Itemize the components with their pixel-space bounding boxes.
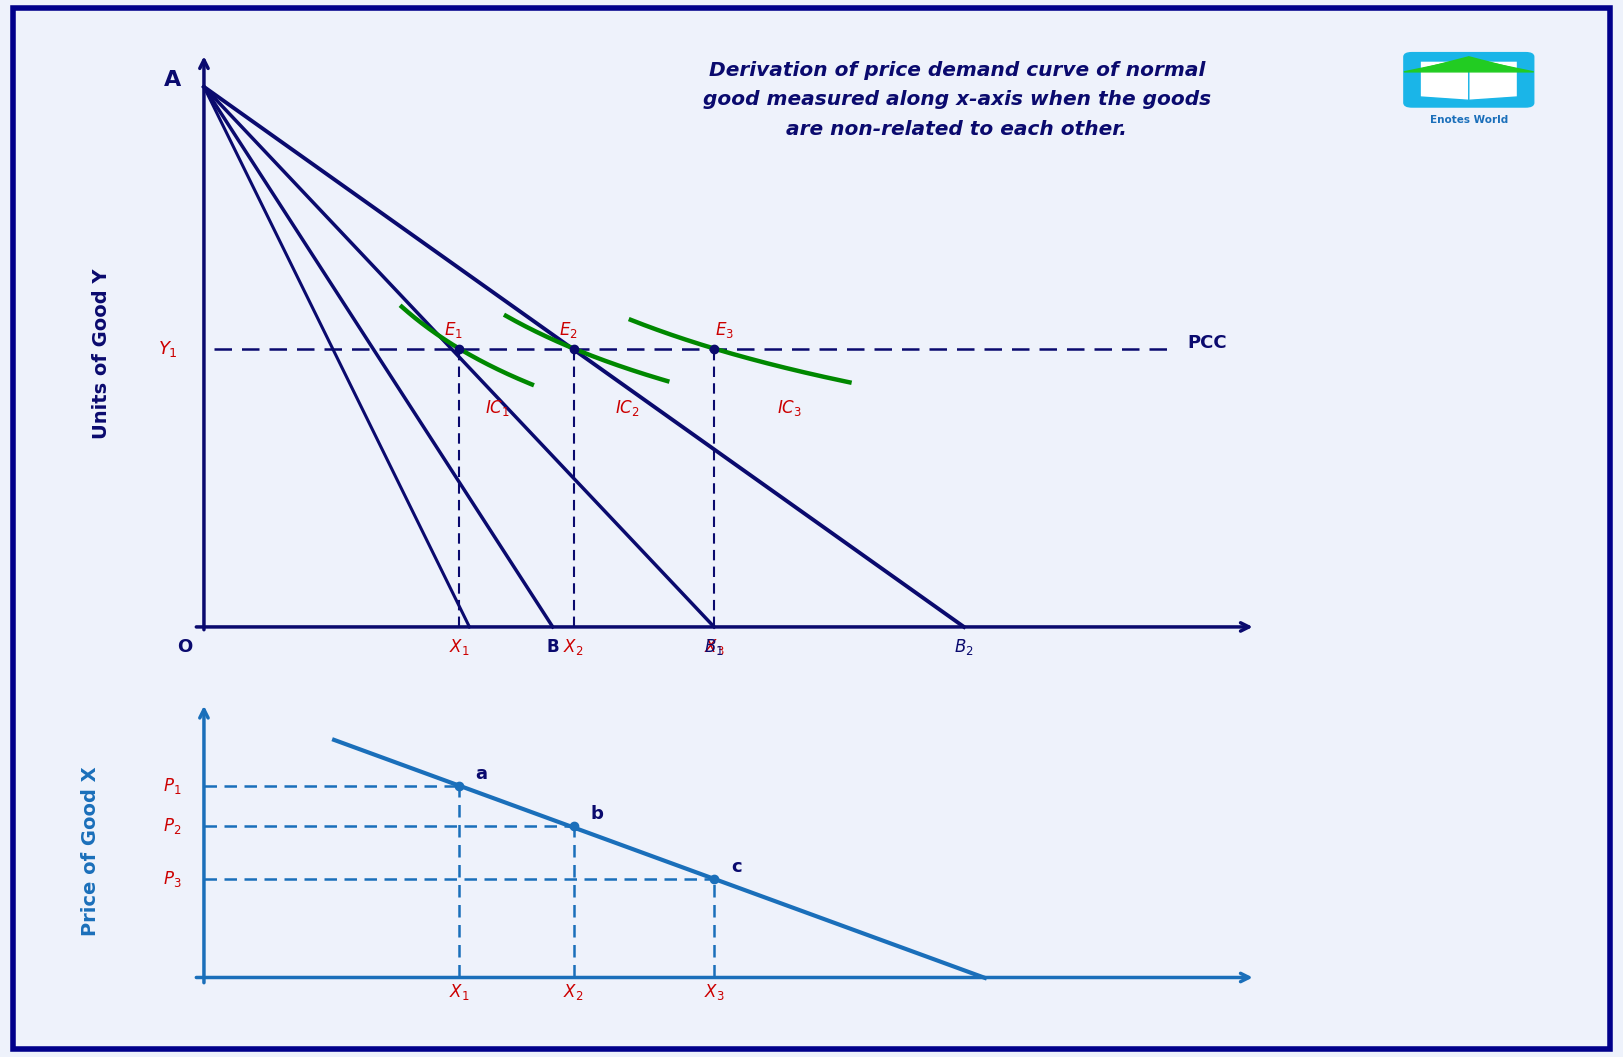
- Text: $E_3$: $E_3$: [716, 319, 734, 339]
- Text: $IC_3$: $IC_3$: [776, 397, 802, 418]
- Text: $X_2$: $X_2$: [563, 983, 584, 1002]
- Text: Derivation of price demand curve of normal
good measured along x-axis when the g: Derivation of price demand curve of norm…: [703, 61, 1211, 138]
- Text: $P_1$: $P_1$: [162, 776, 182, 796]
- Text: Units of Good Y: Units of Good Y: [93, 268, 110, 440]
- Polygon shape: [1469, 61, 1518, 100]
- Text: $B_1$: $B_1$: [704, 637, 724, 657]
- Text: Units of Good X: Units of Good X: [607, 716, 777, 735]
- Text: B: B: [547, 638, 558, 656]
- Text: a: a: [476, 765, 487, 783]
- Text: Price of Good X: Price of Good X: [81, 766, 101, 935]
- Polygon shape: [1404, 58, 1534, 72]
- Text: PCC: PCC: [1188, 334, 1227, 352]
- Text: Enotes World: Enotes World: [1430, 114, 1508, 125]
- Polygon shape: [1420, 57, 1518, 70]
- Text: $IC_2$: $IC_2$: [615, 397, 639, 418]
- Text: c: c: [730, 858, 742, 876]
- Text: $X_2$: $X_2$: [563, 637, 584, 657]
- Text: $X_1$: $X_1$: [450, 983, 469, 1002]
- Text: b: b: [591, 804, 604, 823]
- Text: $B_2$: $B_2$: [954, 637, 974, 657]
- Text: $IC_1$: $IC_1$: [485, 397, 510, 418]
- Text: $X_3$: $X_3$: [704, 637, 724, 657]
- Polygon shape: [1420, 61, 1469, 100]
- Text: $Y_1$: $Y_1$: [157, 338, 179, 358]
- Text: $P_3$: $P_3$: [162, 869, 182, 889]
- Text: $P_2$: $P_2$: [162, 816, 182, 836]
- FancyBboxPatch shape: [1404, 53, 1534, 107]
- Text: $E_1$: $E_1$: [445, 319, 463, 339]
- Text: $E_2$: $E_2$: [558, 319, 578, 339]
- Text: $X_3$: $X_3$: [704, 983, 724, 1002]
- Text: $X_1$: $X_1$: [450, 637, 469, 657]
- Text: A: A: [164, 70, 182, 90]
- Text: O: O: [177, 638, 193, 656]
